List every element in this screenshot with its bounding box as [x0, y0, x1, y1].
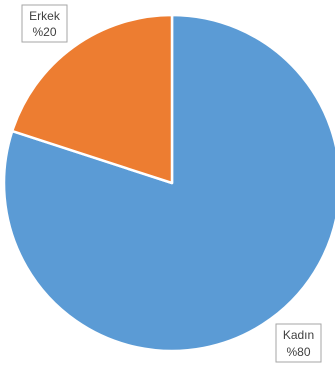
pie-slice-erkek: [10, 13, 174, 185]
data-label-erkek-category: Erkek: [29, 9, 61, 23]
data-label-callouts: Erkek %20 Kadın %80: [21, 4, 322, 363]
data-label-erkek: Erkek %20: [21, 4, 68, 43]
data-label-kadin: Kadın %80: [275, 323, 322, 363]
data-label-erkek-value: %20: [32, 25, 56, 39]
pie-slices: [2, 13, 335, 353]
data-label-kadin-category: Kadın: [283, 328, 314, 342]
data-label-kadin-value: %80: [286, 345, 310, 359]
